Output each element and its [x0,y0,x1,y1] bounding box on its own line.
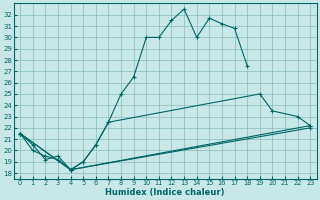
X-axis label: Humidex (Indice chaleur): Humidex (Indice chaleur) [106,188,225,197]
